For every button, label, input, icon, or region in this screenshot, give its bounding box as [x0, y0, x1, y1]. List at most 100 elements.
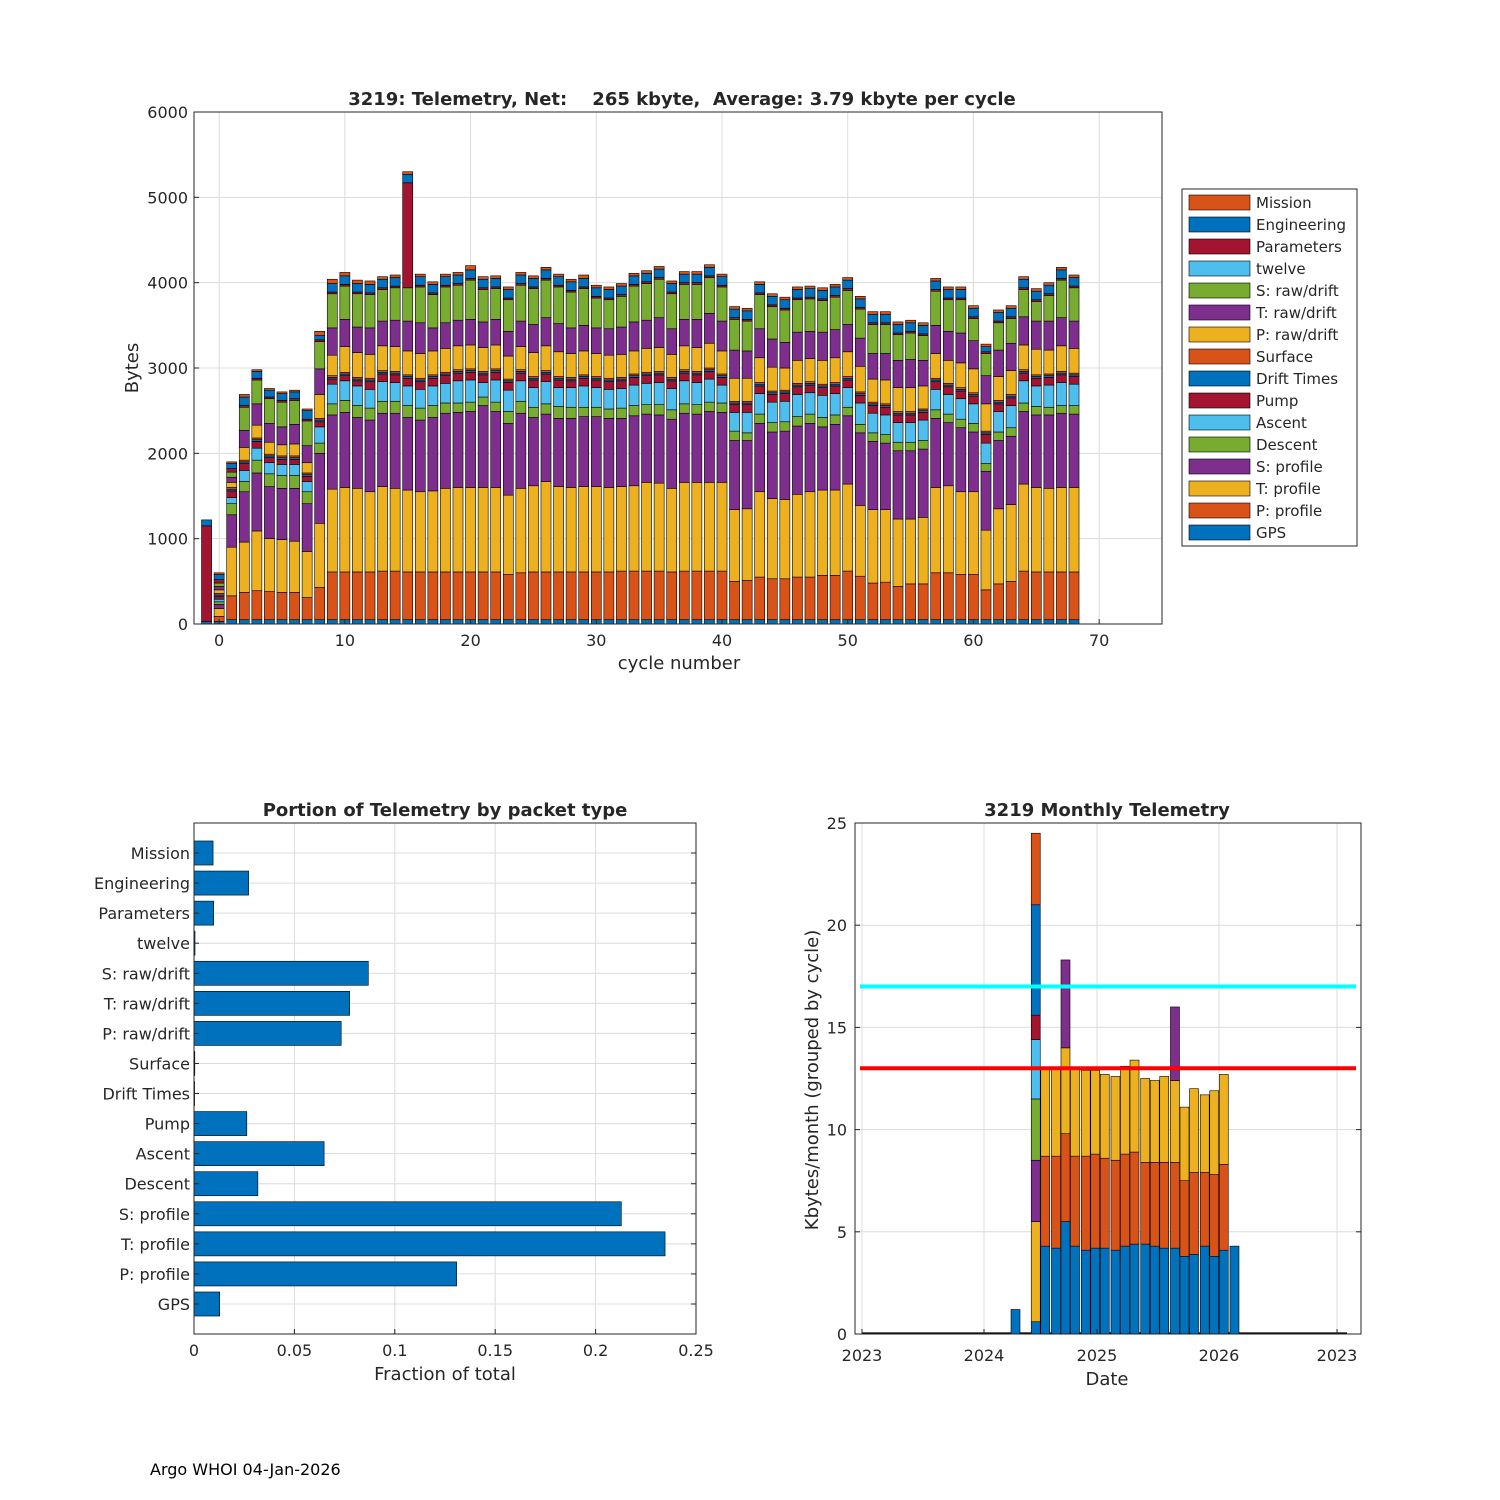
top-bar-segment-engineering — [716, 276, 728, 286]
top-bar-segment-t-profile — [829, 489, 841, 576]
top-bar-segment-s-raw-drift — [968, 318, 979, 341]
top-bar-segment-engineering — [578, 278, 590, 288]
top-bar-segment-descent — [829, 414, 841, 425]
top-bar-segment-mission — [440, 273, 451, 277]
top-bar-segment-t-raw-drift — [502, 331, 514, 357]
monthly-bar-segment — [1140, 1243, 1151, 1335]
monthly-bar — [1010, 1309, 1021, 1335]
top-bar-segment-s-profile — [691, 413, 703, 483]
top-bar-segment-gps — [1030, 619, 1042, 625]
top-bar-segment-s-profile — [402, 417, 414, 491]
top-bar-segment-pump — [452, 372, 464, 382]
legend-swatch-mission — [1188, 194, 1251, 211]
top-bar-segment-p-profile — [754, 576, 766, 621]
top-bar-segment-t-raw-drift — [553, 323, 564, 353]
monthly-bar-segment — [1070, 1067, 1080, 1157]
top-bar-segment-gps — [804, 619, 816, 625]
top-bar-segment-s-profile — [238, 491, 250, 543]
top-bar-cycle-36 — [666, 280, 678, 625]
top-bar-segment-t-profile — [993, 508, 1004, 585]
top-bar-segment-gps — [440, 619, 451, 625]
top-bar-segment-engineering — [213, 574, 225, 580]
top-bar-segment-p-profile — [427, 571, 439, 621]
top-bar-segment-s-profile — [276, 488, 288, 540]
top-bar-segment-mission — [515, 272, 527, 276]
top-bar-segment-descent — [326, 403, 338, 416]
top-bar-segment-engineering — [352, 283, 363, 293]
hbar-axes-box — [193, 822, 697, 1335]
top-bar-segment-t-profile — [578, 486, 590, 573]
top-bar-segment-t-raw-drift — [930, 325, 942, 354]
legend-label-gps: GPS — [1256, 524, 1286, 542]
top-bar-segment-t-profile — [817, 489, 828, 576]
top-bar-segment-t-raw-drift — [1043, 320, 1055, 351]
monthly-bar-segment — [1051, 1067, 1061, 1157]
top-bar-segment-gps — [905, 619, 916, 625]
top-bar-cycle-47 — [804, 285, 816, 625]
top-bar-segment-gps — [754, 619, 766, 625]
top-bar-segment-p-raw-drift — [678, 345, 690, 371]
top-bar-segment-s-profile — [578, 416, 590, 487]
top-bar-segment-gps — [301, 619, 313, 625]
hbar-bars — [193, 840, 666, 1317]
top-bar-segment-p-raw-drift — [917, 385, 929, 410]
top-bar-segment-pump — [565, 380, 577, 388]
top-bar-segment-t-profile — [414, 491, 426, 573]
top-bar-segment-gps — [603, 619, 615, 625]
top-bar-cycle-51 — [854, 296, 866, 625]
top-bar-segment-p-raw-drift — [980, 403, 992, 432]
top-bar-segment-ascent — [892, 422, 904, 443]
top-bar-segment-s-raw-drift — [779, 309, 791, 343]
hbar-bar-p-raw-drift — [193, 1021, 342, 1046]
top-bar-segment-p-profile — [226, 595, 238, 621]
top-bar-segment-gps — [917, 619, 929, 625]
top-bar-segment-ascent — [301, 481, 313, 493]
legend-label-twelve: twelve — [1256, 260, 1306, 278]
top-bar-segment-mission — [326, 278, 338, 284]
top-bar-segment-t-profile — [402, 489, 414, 573]
top-bar-segment-pump — [440, 375, 451, 384]
monthly-bar — [1129, 1059, 1140, 1335]
top-bar-segment-p-raw-drift — [1043, 349, 1055, 375]
top-bar-segment-mission — [842, 277, 854, 281]
top-bar-segment-engineering — [704, 267, 715, 277]
top-bar-segment-s-raw-drift — [892, 334, 904, 361]
top-bar-segment-mission — [389, 274, 401, 278]
monthly-bar-segment — [1149, 1245, 1160, 1335]
top-bar-segment-p-profile — [968, 574, 979, 621]
top-bar-segment-t-raw-drift — [377, 320, 388, 347]
top-bar-segment-ascent — [314, 426, 326, 444]
top-bar-segment-p-profile — [414, 571, 426, 621]
top-bar-segment-gps — [616, 619, 627, 625]
top-bar-segment-gps — [817, 619, 828, 625]
top-bar-segment-t-raw-drift — [892, 360, 904, 388]
top-bar-segment-engineering — [1056, 269, 1067, 279]
top-bar-segment-t-raw-drift — [364, 327, 376, 355]
top-bar-segment-gps — [389, 619, 401, 625]
top-bar-cycle-58 — [942, 286, 954, 625]
top-bar-segment-gps — [402, 619, 414, 625]
top-bar-segment-t-profile — [389, 488, 401, 572]
monthly-ytick-label: 0 — [837, 1325, 847, 1344]
top-bar-cycle-60 — [968, 305, 979, 625]
top-bar-segment-ascent — [955, 398, 967, 420]
monthly-axes-box — [854, 822, 1362, 1335]
hbar-bar-ascent — [193, 1141, 325, 1166]
top-bar-segment-descent — [867, 432, 879, 442]
top-bar-segment-s-raw-drift — [502, 299, 514, 332]
top-bar-segment-engineering — [502, 289, 514, 299]
top-bar-segment-ascent — [993, 411, 1004, 433]
monthly-ytick-label: 20 — [827, 916, 847, 935]
top-bar-segment-t-raw-drift — [389, 319, 401, 347]
top-bar-segment-ascent — [678, 380, 690, 405]
top-bar-segment-pump — [251, 441, 263, 449]
top-bar-segment-p-profile — [553, 571, 564, 621]
top-bar-segment-mission — [666, 280, 678, 284]
hbar-ticks: 0 0.05 0.1 0.15 0.2 0.25 Mission Engineering Par… — [94, 844, 714, 1360]
legend-swatch-engineering — [1188, 216, 1251, 233]
legend-label-descent: Descent — [1256, 436, 1318, 454]
top-bar-segment-mission — [1030, 288, 1042, 292]
top-bar-segment-mission — [729, 306, 740, 310]
top-bar-cycle-45 — [779, 296, 791, 625]
